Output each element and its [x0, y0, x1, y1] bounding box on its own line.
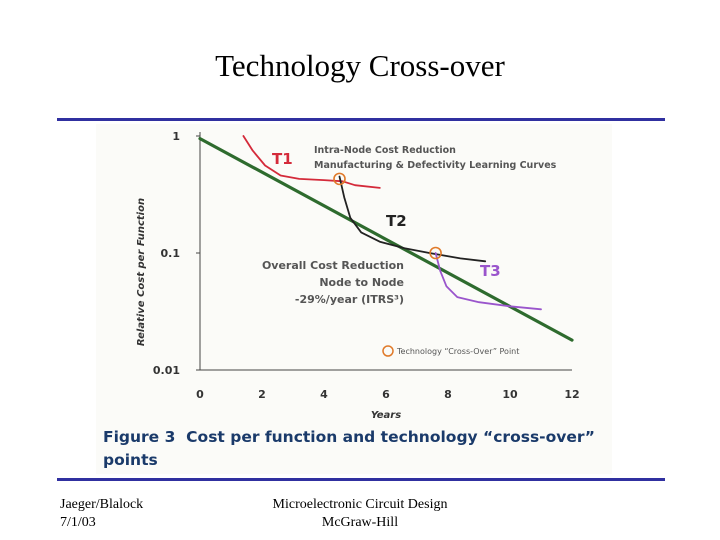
x-tick-label: 0 [196, 388, 204, 401]
legend-crossover-label: Technology “Cross-Over” Point [396, 347, 519, 356]
x-tick-label: 12 [564, 388, 579, 401]
footer-book-title: Microelectronic Circuit Design [272, 497, 448, 512]
overall-annotation-line2: Node to Node [319, 276, 404, 289]
x-axis-label: Years [371, 410, 401, 421]
x-tick-label: 4 [320, 388, 328, 401]
caption-number: Figure 3 [103, 428, 176, 446]
y-tick-label: 1 [172, 130, 180, 143]
x-tick-label: 10 [502, 388, 518, 401]
footer-publisher: McGraw-Hill [321, 515, 399, 530]
x-tick-label: 2 [258, 388, 266, 401]
figure-caption: Figure 3 Cost per function and technolog… [103, 426, 623, 472]
footer-left: Jaeger/Blalock 7/1/03 [60, 496, 143, 532]
x-tick-label: 8 [444, 388, 452, 401]
intra-node-annotation-line2: Manufacturing & Defectivity Learning Cur… [314, 160, 557, 171]
figure-area: 1 0.1 0.01 0 2 4 6 8 10 12 Relative Cost per Func… [96, 124, 612, 474]
intra-node-annotation-line1: Intra-Node Cost Reduction [314, 145, 456, 156]
series-line-t3 [434, 252, 542, 311]
caption-line1: Figure 3 Cost per function and technolog… [103, 426, 623, 449]
series-label-t2: T2 [386, 212, 407, 230]
top-rule [57, 118, 665, 121]
caption-text-line2: points [103, 451, 158, 469]
series-label-t1: T1 [272, 150, 293, 168]
footer-center: Microelectronic Circuit Design McGraw-Hi… [240, 496, 480, 532]
overall-annotation-line3: -29%/year (ITRS³) [295, 293, 404, 306]
x-tick-label: 6 [382, 388, 390, 401]
y-axis-label: Relative Cost per Function [136, 198, 147, 346]
series-label-t3: T3 [480, 262, 501, 280]
y-tick-label: 0.1 [161, 247, 181, 260]
series-line-t2 [338, 175, 487, 263]
marker-layer [333, 172, 442, 260]
crossover-marker [333, 172, 346, 186]
series-layer [198, 135, 574, 342]
overall-annotation-line1: Overall Cost Reduction [262, 259, 404, 272]
footer-author: Jaeger/Blalock [60, 497, 144, 512]
crossover-marker [429, 246, 442, 260]
bottom-rule [57, 478, 665, 481]
legend-crossover-marker [382, 345, 394, 357]
caption-text-line1: Cost per function and technology “cross-… [186, 428, 595, 446]
y-tick-label: 0.01 [153, 364, 180, 377]
series-line-t1 [242, 135, 381, 189]
axes-layer: 1 0.1 0.01 0 2 4 6 8 10 12 [153, 130, 580, 401]
footer-date: 7/1/03 [60, 515, 96, 530]
slide-title: Technology Cross-over [215, 48, 505, 83]
cost-chart: 1 0.1 0.01 0 2 4 6 8 10 12 Relative Cost per Func… [136, 130, 580, 421]
